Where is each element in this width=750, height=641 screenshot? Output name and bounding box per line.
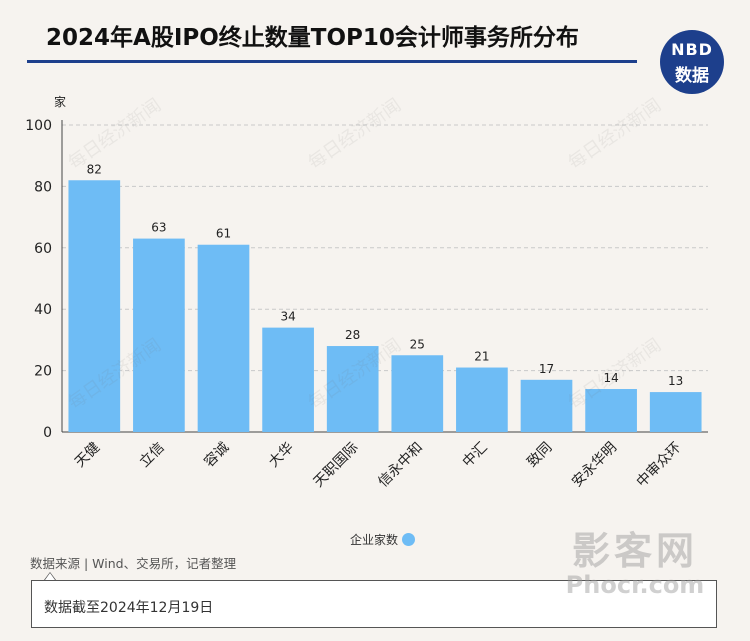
y-tick-label: 80 [34,179,52,195]
data-label: 21 [474,350,489,364]
data-label: 13 [668,374,683,388]
bar [197,244,250,432]
data-label: 82 [87,162,102,176]
y-tick-label: 20 [34,364,52,380]
y-axis-unit: 家 [54,94,66,109]
data-source: 数据来源 | Wind、交易所，记者整理 [30,556,237,571]
x-tick-label: 大华 [266,440,297,471]
bar [133,238,185,432]
y-tick-label: 60 [34,241,52,257]
data-label: 34 [280,310,295,324]
legend-swatch [402,533,416,546]
x-tick-label: 天职国际 [311,440,362,491]
logo-text-bottom: 数据 [675,66,709,86]
x-tick-label: 致同 [524,440,555,471]
bar [262,327,314,432]
chart-title: 2024年A股IPO终止数量TOP10会计师事务所分布 [46,25,579,51]
x-tick-label: 容诚 [201,439,233,471]
x-tick-label: 信永中和 [375,440,426,491]
bar [391,355,444,432]
x-tick-label: 中汇 [460,440,491,471]
note-box: 数据截至2024年12月19日 [31,580,717,628]
x-tick-label: 天健 [72,440,103,471]
legend: 企业家数 [350,531,416,548]
y-tick-label: 100 [25,118,52,134]
note-pointer [44,572,56,580]
data-label: 28 [345,328,360,342]
bar [326,346,379,432]
bar [456,367,508,432]
bar [520,379,573,432]
nbd-logo: NBD 数据 [660,30,724,94]
x-tick-label: 安永华明 [569,440,620,491]
data-label: 61 [216,227,231,241]
bar [585,389,637,432]
data-label: 14 [603,371,618,385]
data-label: 25 [410,337,425,351]
data-cutoff-note: 数据截至2024年12月19日 [44,600,214,616]
x-tick-label: 立信 [137,440,168,471]
title-underline [27,60,637,63]
data-label: 17 [539,362,554,376]
site-watermark-top: 影客网 [571,529,698,573]
data-label: 63 [151,221,166,235]
bar [68,180,121,432]
legend-label: 企业家数 [350,533,399,547]
bar [649,392,702,432]
y-tick-label: 40 [34,302,52,318]
y-tick-label: 0 [43,425,52,441]
x-tick-label: 中审众环 [634,440,685,491]
logo-text-top: NBD [671,40,713,59]
